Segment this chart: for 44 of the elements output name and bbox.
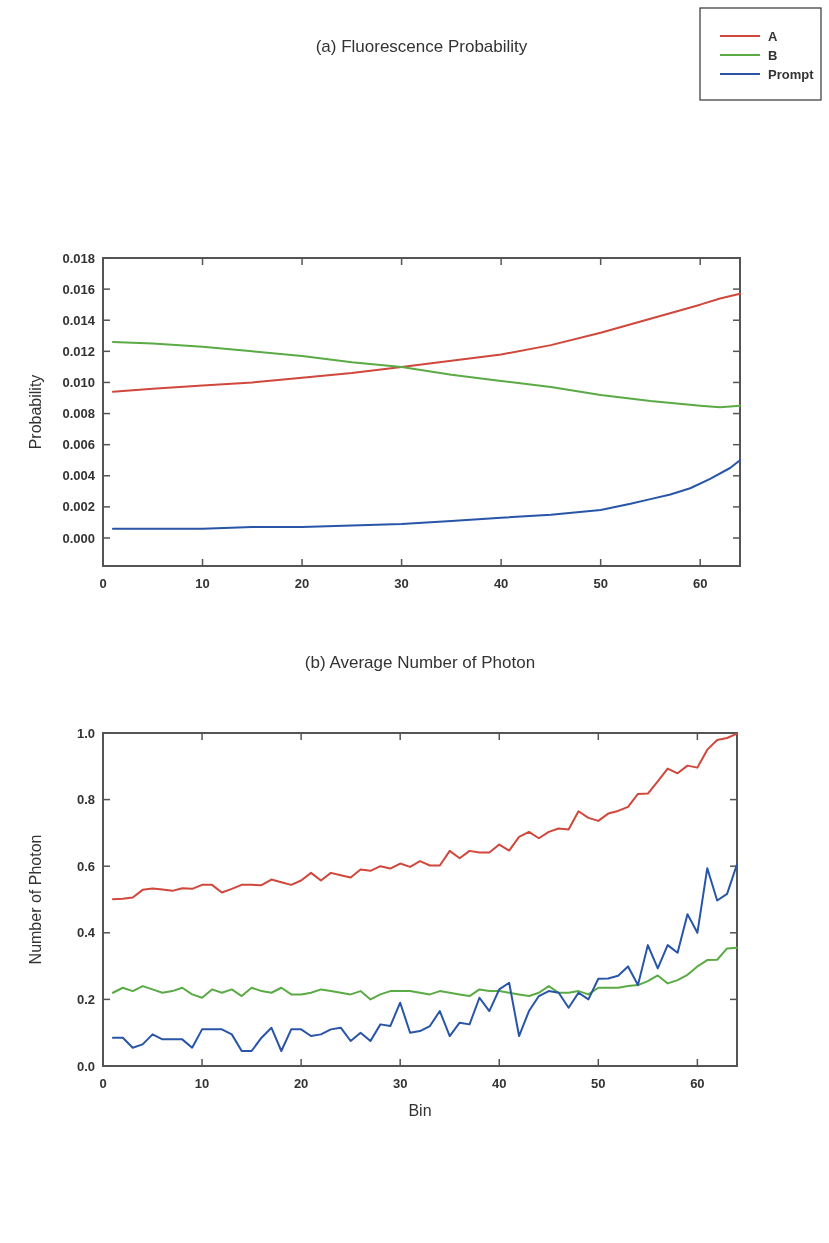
y-tick-label: 0.016 [62, 281, 95, 297]
x-tick-label: 30 [392, 1076, 408, 1091]
y-tick-label: 0.010 [62, 374, 95, 390]
y-tick-label: 0.8 [76, 792, 95, 808]
x-tick-label: 40 [492, 1076, 507, 1091]
y-tick-label: 0.014 [62, 312, 96, 328]
x-tick-label: 0 [99, 1076, 107, 1091]
line-series [111, 863, 738, 1053]
y-tick-label: 0.4 [76, 925, 96, 941]
x-tick-label: 0 [99, 576, 107, 591]
chart-title: (b) Average Number of Photon [304, 653, 536, 672]
x-tick-label: 20 [293, 1076, 309, 1091]
x-tick-label: 50 [593, 576, 608, 591]
line-series [111, 341, 741, 409]
line-series [111, 292, 741, 393]
legend-label: B [768, 48, 778, 63]
x-tick-label: 10 [195, 576, 210, 591]
y-tick-label: 0.012 [62, 343, 95, 359]
x-tick-label: 60 [690, 1076, 705, 1091]
x-tick-label: 40 [493, 576, 509, 591]
y-tick-label: 0.000 [62, 530, 95, 546]
x-axis-title: Bin [408, 1102, 432, 1119]
x-tick-label: 60 [692, 576, 708, 591]
x-tick-label: 10 [194, 1076, 210, 1091]
y-tick-label: 1.0 [76, 725, 95, 741]
line-series [111, 459, 741, 530]
y-tick-label: 0.018 [62, 250, 95, 266]
chart-title: (a) Fluorescence Probability [315, 37, 528, 56]
line-series [111, 732, 738, 901]
y-tick-label: 0.2 [76, 991, 95, 1007]
y-tick-label: 0.6 [76, 858, 95, 874]
x-tick-label: 50 [591, 1076, 606, 1091]
y-axis-title: Probability [27, 374, 44, 450]
y-axis-title: Number of Photon [27, 834, 44, 965]
y-tick-label: 0.004 [62, 468, 96, 484]
legend-label: A [768, 29, 778, 44]
legend-label: Prompt [768, 67, 815, 82]
x-tick-label: 30 [394, 576, 409, 591]
x-tick-label: 20 [294, 576, 310, 591]
y-tick-label: 0.008 [62, 406, 95, 422]
y-tick-label: 0.002 [62, 499, 95, 515]
y-tick-label: 0.0 [76, 1058, 95, 1074]
line-series [111, 946, 738, 1001]
y-tick-label: 0.006 [62, 437, 95, 453]
